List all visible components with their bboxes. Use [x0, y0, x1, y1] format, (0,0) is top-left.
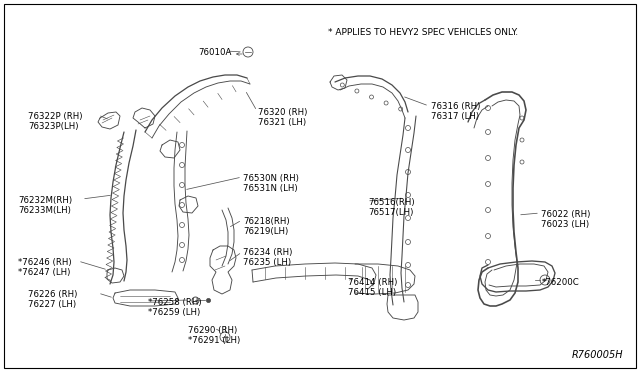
- Text: 76022 (RH)
76023 (LH): 76022 (RH) 76023 (LH): [541, 210, 590, 230]
- Text: 76322P (RH)
76323P(LH): 76322P (RH) 76323P(LH): [28, 112, 83, 131]
- Text: *76258 (RH)
*76259 (LH): *76258 (RH) *76259 (LH): [148, 298, 202, 317]
- Text: *76246 (RH)
*76247 (LH): *76246 (RH) *76247 (LH): [18, 258, 72, 278]
- Text: 76516(RH)
76517(LH): 76516(RH) 76517(LH): [368, 198, 415, 217]
- Text: 76290 (RH)
*76291 (LH): 76290 (RH) *76291 (LH): [188, 326, 240, 345]
- Text: 76320 (RH)
76321 (LH): 76320 (RH) 76321 (LH): [258, 108, 307, 127]
- Text: 76218(RH)
76219(LH): 76218(RH) 76219(LH): [243, 217, 290, 236]
- Text: *76200C: *76200C: [542, 278, 580, 287]
- Text: R760005H: R760005H: [572, 350, 623, 360]
- Text: 76530N (RH)
76531N (LH): 76530N (RH) 76531N (LH): [243, 174, 299, 193]
- Text: 76010A: 76010A: [198, 48, 232, 57]
- Text: 76234 (RH)
76235 (LH): 76234 (RH) 76235 (LH): [243, 248, 292, 267]
- Text: 76414 (RH)
76415 (LH): 76414 (RH) 76415 (LH): [348, 278, 397, 297]
- Text: 76226 (RH)
76227 (LH): 76226 (RH) 76227 (LH): [28, 290, 77, 310]
- Text: 76316 (RH)
76317 (LH): 76316 (RH) 76317 (LH): [431, 102, 481, 121]
- Text: * APPLIES TO HEVY2 SPEC VEHICLES ONLY.: * APPLIES TO HEVY2 SPEC VEHICLES ONLY.: [328, 28, 518, 37]
- Text: 76232M(RH)
76233M(LH): 76232M(RH) 76233M(LH): [18, 196, 72, 215]
